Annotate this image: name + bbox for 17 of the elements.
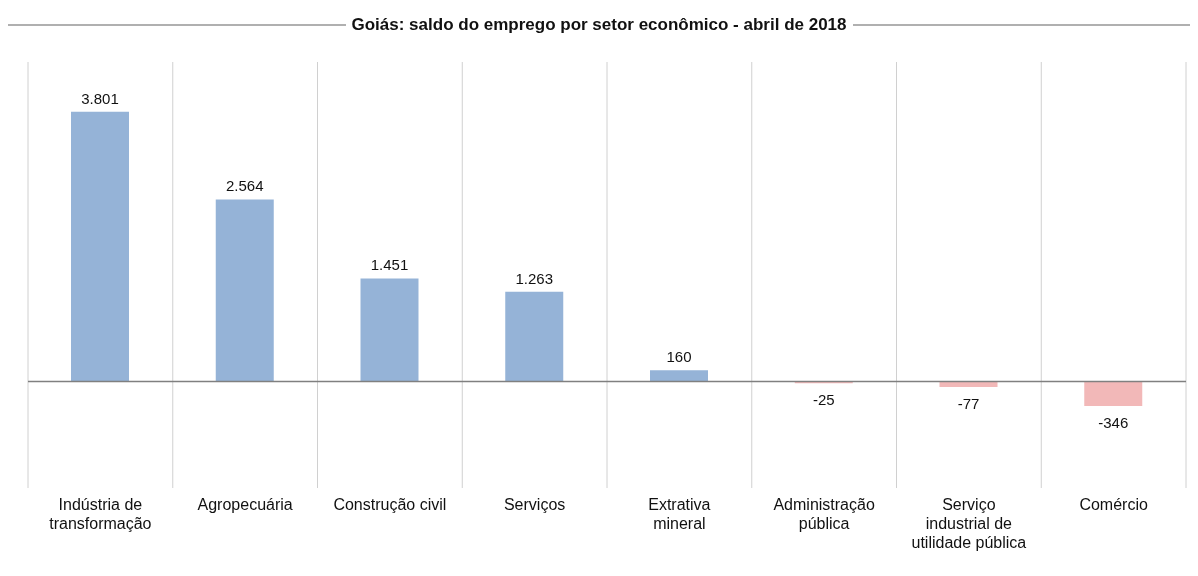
- x-tick-label: Extrativa mineral: [648, 496, 711, 532]
- x-tick-label: Construção civil: [333, 496, 447, 513]
- x-tick-label: Administração pública: [773, 496, 875, 532]
- data-label: 160: [666, 348, 692, 366]
- data-label: -77: [957, 394, 980, 412]
- x-tick-label: Serviço industrial de utilidade pública: [911, 496, 1027, 551]
- x-tick-label: Serviços: [503, 496, 566, 513]
- x-tick-label: Agropecuária: [197, 496, 293, 513]
- data-label: 1.451: [370, 256, 409, 274]
- data-label: 3.801: [81, 89, 119, 107]
- data-label: 1.263: [515, 269, 554, 287]
- x-tick-label: Comércio: [1079, 496, 1148, 513]
- data-label: 2.564: [225, 177, 264, 195]
- data-label: -25: [812, 391, 835, 409]
- chart-title: Goiás: saldo do emprego por setor econômico - abril de 2018: [351, 15, 847, 35]
- x-tick-label: Indústria de transformação: [49, 496, 152, 532]
- data-label: -346: [1098, 414, 1129, 432]
